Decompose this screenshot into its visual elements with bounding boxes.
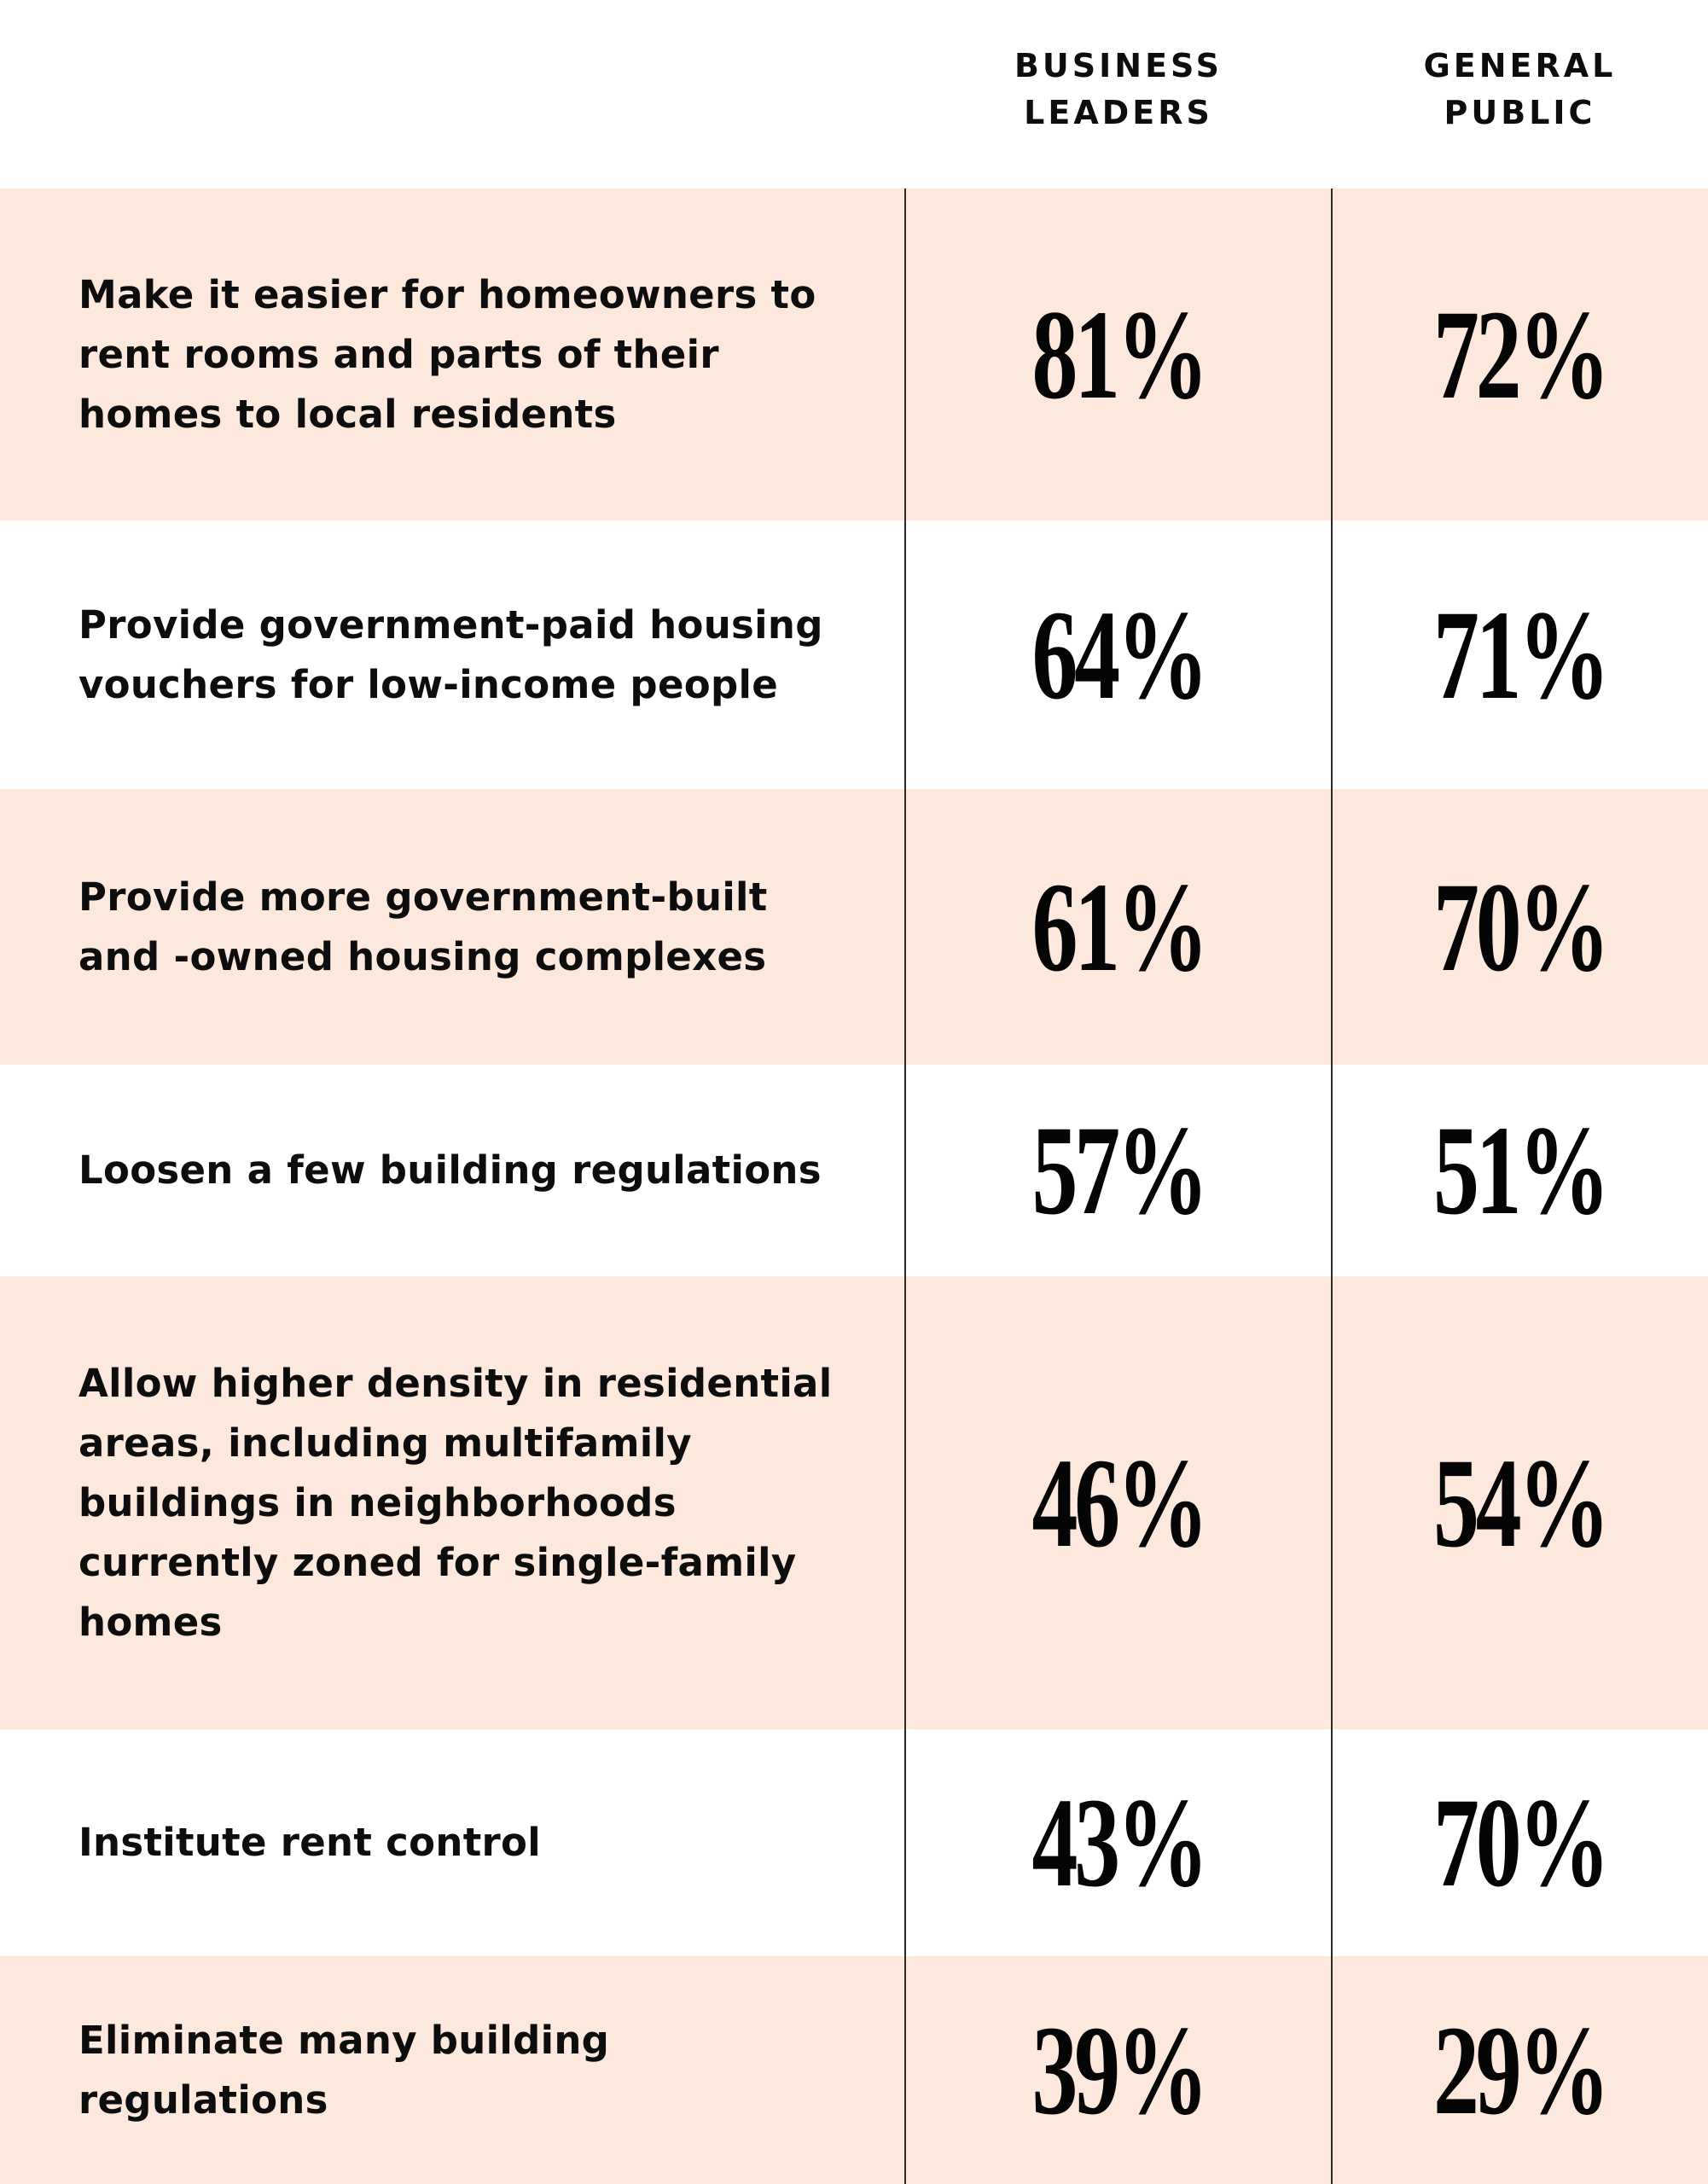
general-public-value: 29% [1432, 1999, 1610, 2141]
table-header: BUSINESS LEADERS GENERAL PUBLIC [0, 0, 1708, 189]
business-leaders-value: 57% [1031, 1100, 1208, 1241]
general-public-value: 72% [1432, 283, 1610, 426]
table-row: Allow higher density in residential area… [0, 1276, 1708, 1729]
table-row: Make it easier for homeowners to rent ro… [0, 189, 1708, 520]
business-leaders-value: 46% [1031, 1432, 1208, 1574]
business-leaders-value: 39% [1031, 1999, 1208, 2141]
row-label: Provide more government-built and -owned… [78, 874, 768, 979]
general-public-value: 54% [1432, 1432, 1610, 1574]
business-leaders-value: 43% [1031, 1772, 1208, 1914]
general-public-value: 70% [1432, 1772, 1610, 1914]
general-public-value: 51% [1432, 1100, 1610, 1241]
column-divider [1331, 189, 1333, 2184]
row-label: Loosen a few building regulations [78, 1147, 822, 1193]
table-row: Loosen a few building regulations 57% 51… [0, 1065, 1708, 1276]
column-divider [904, 189, 906, 2184]
business-leaders-value: 61% [1031, 856, 1208, 998]
business-leaders-value: 81% [1031, 283, 1208, 426]
general-public-value: 71% [1432, 584, 1610, 726]
business-leaders-value: 64% [1031, 584, 1208, 726]
table-row: Eliminate many building regulations 39% … [0, 1956, 1708, 2184]
table-body: Make it easier for homeowners to rent ro… [0, 189, 1708, 2184]
row-label: Make it easier for homeowners to rent ro… [78, 271, 816, 437]
column-header-general-public: GENERAL PUBLIC [1423, 47, 1617, 131]
row-label: Institute rent control [78, 1820, 541, 1865]
table-row: Institute rent control 43% 70% [0, 1729, 1708, 1956]
row-label: Allow higher density in residential area… [78, 1360, 833, 1645]
row-label: Eliminate many building regulations [78, 2017, 610, 2123]
row-label: Provide government-paid housing vouchers… [78, 601, 823, 707]
table-row: Provide government-paid housing vouchers… [0, 520, 1708, 789]
table-row: Provide more government-built and -owned… [0, 789, 1708, 1065]
general-public-value: 70% [1432, 856, 1610, 998]
column-header-business-leaders: BUSINESS LEADERS [1014, 47, 1223, 131]
